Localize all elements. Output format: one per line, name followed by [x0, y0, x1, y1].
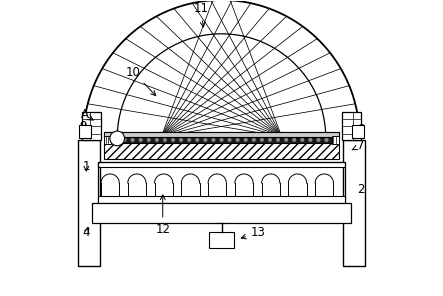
Text: 10: 10 — [126, 65, 155, 96]
Circle shape — [276, 138, 280, 142]
Bar — [352, 125, 364, 138]
Circle shape — [107, 138, 110, 142]
Bar — [209, 232, 234, 248]
Text: 8: 8 — [358, 123, 365, 136]
Bar — [98, 196, 345, 203]
Bar — [98, 162, 345, 203]
Bar — [98, 162, 345, 167]
Bar — [105, 137, 338, 143]
Bar — [332, 136, 339, 144]
Circle shape — [220, 138, 223, 142]
Circle shape — [179, 138, 183, 142]
Bar — [104, 136, 111, 144]
Circle shape — [252, 138, 256, 142]
Circle shape — [300, 138, 304, 142]
Circle shape — [212, 138, 215, 142]
Circle shape — [244, 138, 248, 142]
Circle shape — [268, 138, 272, 142]
Bar — [82, 112, 101, 140]
Circle shape — [236, 138, 239, 142]
Circle shape — [139, 138, 143, 142]
Circle shape — [187, 138, 191, 142]
Bar — [342, 112, 361, 140]
Circle shape — [228, 138, 231, 142]
Text: 1: 1 — [82, 160, 90, 173]
Circle shape — [204, 138, 207, 142]
Bar — [79, 125, 91, 138]
Circle shape — [309, 138, 312, 142]
Circle shape — [147, 138, 151, 142]
Bar — [104, 132, 339, 138]
Bar — [104, 143, 339, 159]
Circle shape — [284, 138, 288, 142]
Circle shape — [115, 138, 118, 142]
Text: 2: 2 — [358, 183, 365, 196]
Circle shape — [155, 138, 159, 142]
Circle shape — [131, 138, 134, 142]
Bar — [343, 140, 365, 266]
Text: 7: 7 — [352, 139, 365, 152]
Text: 4: 4 — [82, 226, 90, 239]
Circle shape — [317, 138, 320, 142]
Circle shape — [123, 138, 126, 142]
Circle shape — [260, 138, 264, 142]
Bar — [104, 132, 339, 137]
Circle shape — [163, 138, 167, 142]
Circle shape — [110, 131, 124, 146]
Bar — [92, 203, 351, 223]
Text: 13: 13 — [241, 226, 266, 239]
Circle shape — [325, 138, 328, 142]
Bar — [78, 140, 100, 266]
Text: 11: 11 — [194, 2, 209, 27]
Text: 12: 12 — [155, 195, 170, 236]
Text: A: A — [81, 108, 89, 121]
Circle shape — [292, 138, 296, 142]
Circle shape — [195, 138, 199, 142]
Circle shape — [171, 138, 175, 142]
Text: 9: 9 — [80, 120, 87, 133]
